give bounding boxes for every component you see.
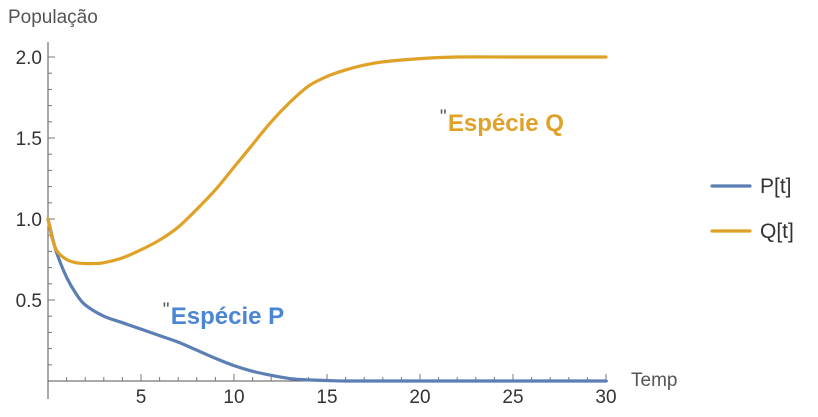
legend: P[t] Q[t] (710, 175, 794, 243)
annotation-quote: " (163, 300, 170, 321)
x-tick-label: 10 (223, 387, 244, 408)
series-group (46, 55, 608, 383)
axes: 5 10 15 20 25 30 0.5 1.0 1.5 2.0 (16, 42, 617, 408)
y-tick-label: 0.5 (16, 291, 42, 312)
annotation-especie-p: Espécie P (171, 303, 284, 330)
series-line-p (46, 217, 608, 383)
x-axis-label: Temp (631, 370, 677, 391)
x-tick-label: 20 (409, 387, 430, 408)
annotations-group: " Espécie P" Espécie Q (163, 107, 564, 330)
y-tick-label: 1.0 (16, 210, 42, 231)
y-axis-label: População (8, 7, 98, 28)
x-tick-label: 5 (136, 387, 147, 408)
x-tick-label: 25 (502, 387, 523, 408)
annotation-quote: " (440, 107, 447, 128)
y-tick-label: 2.0 (16, 48, 42, 69)
y-tick-label: 1.5 (16, 129, 42, 150)
series-line-q (46, 55, 608, 266)
legend-label: Q[t] (760, 220, 794, 243)
x-tick-label: 30 (595, 387, 616, 408)
x-tick-label: 15 (316, 387, 337, 408)
annotation-especie-q: Espécie Q (448, 110, 564, 137)
legend-label: P[t] (760, 175, 792, 198)
